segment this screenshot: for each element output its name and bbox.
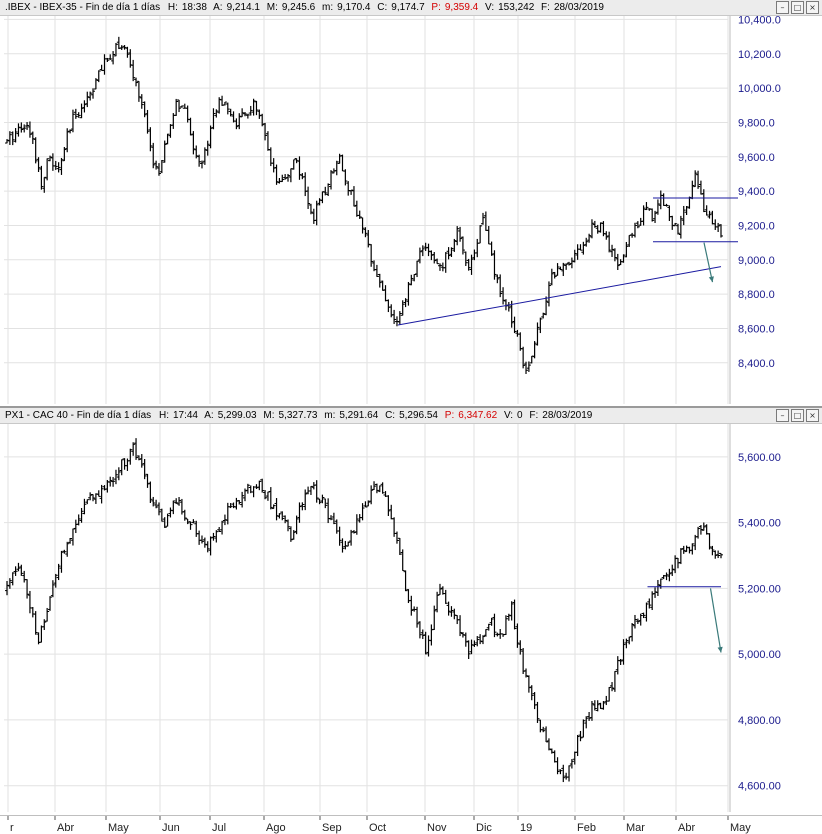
ibex-ascending-support-line <box>397 266 722 326</box>
ibex-chart-panel: .IBEX - IBEX-35 - Fin de día 1 días H: 18… <box>0 0 822 406</box>
ibex-y-tick-label: 9,000.0 <box>738 255 775 267</box>
ibex-m-value: 9,245.6 <box>281 2 316 13</box>
ibex-h-label: H: <box>167 2 178 13</box>
cac40-projection-arrowhead <box>717 646 723 653</box>
ibex-c-label: C: <box>377 2 388 13</box>
ibex-f-label: F: <box>541 2 550 13</box>
ibex-v-label: V: <box>485 2 495 13</box>
cac40-m-label: M: <box>263 410 275 421</box>
ibex-y-tick-label: 10,200.0 <box>738 49 781 61</box>
cac40-a-value: 5,299.03 <box>217 410 257 421</box>
cac40-header-bar: PX1 - CAC 40 - Fin de día 1 días H: 17:44… <box>0 408 822 424</box>
ibex-title: .IBEX - IBEX-35 - Fin de día 1 días <box>5 2 161 13</box>
ibex-y-tick-label: 8,800.0 <box>738 289 775 301</box>
x-tick-label: Dic <box>476 822 492 834</box>
x-tick-label: Jun <box>162 822 180 834</box>
cac40-ohlc-chart: 4,600.00 4,800.00 5,000.00 5,200.00 5,400.00… <box>4 424 781 812</box>
cac40-projection-arrow <box>709 588 722 653</box>
cac40-minimize-button[interactable]: – <box>776 409 789 422</box>
x-tick-label: Oct <box>369 822 386 834</box>
cac40-h-label: H: <box>158 410 169 421</box>
cac40-c-label: C: <box>385 410 396 421</box>
cac40-title: PX1 - CAC 40 - Fin de día 1 días <box>5 410 152 421</box>
ibex-m-label: M: <box>266 2 278 13</box>
x-tick-label: r <box>10 822 14 834</box>
ibex-p-value: 9,359.4 <box>444 2 479 13</box>
ibex-y-tick-label: 9,600.0 <box>738 152 775 164</box>
ibex-y-tick-label: 9,800.0 <box>738 117 775 129</box>
x-tick-label: Ago <box>266 822 286 834</box>
ibex-y-tick-label: 8,600.0 <box>738 323 775 335</box>
ibex-y-tick-label: 9,200.0 <box>738 220 775 232</box>
x-tick-label: Abr <box>57 822 74 834</box>
ibex-projection-arrowhead <box>708 276 714 283</box>
cac40-window-controls: – □ × <box>776 409 819 422</box>
ibex-ohlc-chart: 8,400.0 8,600.0 8,800.0 9,000.0 9,200.0 9,400… <box>4 16 781 404</box>
ibex-minimize-button[interactable]: – <box>776 1 789 14</box>
cac40-maximize-button[interactable]: □ <box>791 409 804 422</box>
cac40-a-label: A: <box>204 410 214 421</box>
cac40-min-value: 5,291.64 <box>339 410 379 421</box>
cac40-y-tick-label: 4,800.00 <box>738 715 781 727</box>
ibex-a-value: 9,214.1 <box>226 2 260 13</box>
cac40-y-tick-label: 5,000.00 <box>738 649 781 661</box>
ibex-a-label: A: <box>213 2 223 13</box>
ibex-bars <box>5 36 723 374</box>
time-axis: r Abr May Jun Jul Ago Sep Oct Nov Dic 19 Feb Mar Abr M… <box>0 815 822 834</box>
ibex-min-label: m: <box>322 2 334 13</box>
cac40-p-label: P: <box>444 410 455 421</box>
x-tick-label: Feb <box>577 822 596 834</box>
x-tick-label: 19 <box>520 822 532 834</box>
x-tick-label: Jul <box>212 822 226 834</box>
cac40-h-value: 17:44 <box>172 410 198 421</box>
ibex-y-tick-label: 9,400.0 <box>738 186 775 198</box>
ibex-p-label: P: <box>431 2 441 13</box>
ibex-close-button[interactable]: × <box>806 1 819 14</box>
cac40-bars <box>5 438 723 783</box>
cac40-m-value: 5,327.73 <box>278 410 318 421</box>
ibex-window-controls: – □ × <box>776 1 819 14</box>
cac40-y-tick-label: 5,400.00 <box>738 518 781 530</box>
cac40-p-value: 6,347.62 <box>458 410 498 421</box>
x-tick-label: Sep <box>322 822 342 834</box>
cac40-min-label: m: <box>324 410 336 421</box>
cac40-chart-panel: PX1 - CAC 40 - Fin de día 1 días H: 17:44… <box>0 408 822 815</box>
ibex-y-tick-label: 10,400.0 <box>738 16 781 26</box>
cac40-f-label: F: <box>529 410 539 421</box>
x-tick-label: Nov <box>427 822 447 834</box>
cac40-v-label: V: <box>503 410 514 421</box>
ibex-f-value: 28/03/2019 <box>553 2 604 13</box>
ibex-y-tick-label: 8,400.0 <box>738 358 775 370</box>
x-tick-label: Mar <box>626 822 645 834</box>
cac40-y-tick-label: 5,200.00 <box>738 583 781 595</box>
ibex-header-bar: .IBEX - IBEX-35 - Fin de día 1 días H: 18… <box>0 0 822 16</box>
x-tick-label: May <box>730 822 751 834</box>
cac40-y-tick-label: 4,600.00 <box>738 781 781 793</box>
x-tick-label: Abr <box>678 822 695 834</box>
ibex-min-value: 9,170.4 <box>337 2 371 13</box>
ibex-y-tick-label: 10,000.0 <box>738 83 781 95</box>
x-tick-label: May <box>108 822 129 834</box>
ibex-h-value: 18:38 <box>181 2 207 13</box>
ibex-c-value: 9,174.7 <box>391 2 425 13</box>
ibex-v-value: 153,242 <box>498 2 535 13</box>
ibex-projection-arrow <box>703 242 714 283</box>
ibex-maximize-button[interactable]: □ <box>791 1 804 14</box>
cac40-f-value: 28/03/2019 <box>542 410 593 421</box>
cac40-v-value: 0 <box>517 410 523 421</box>
cac40-y-tick-label: 5,600.00 <box>738 452 781 464</box>
cac40-close-button[interactable]: × <box>806 409 819 422</box>
cac40-c-value: 5,296.54 <box>399 410 438 421</box>
panel-separator[interactable] <box>0 406 822 408</box>
